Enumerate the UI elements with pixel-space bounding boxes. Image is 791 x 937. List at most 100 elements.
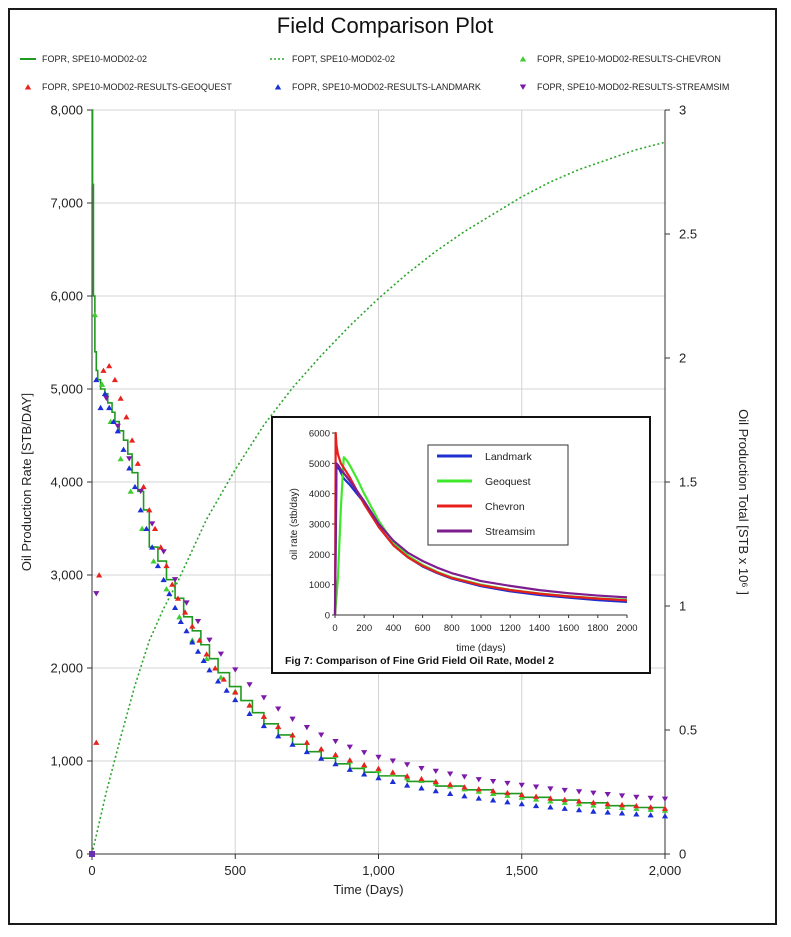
data-point [103,395,110,402]
data-point [518,782,525,788]
inset-y-axis-title: oil rate (stb/day) [289,488,300,560]
data-point [590,808,597,814]
data-point [561,796,568,803]
legend-swatch-marker [519,84,527,90]
data-point [289,716,296,722]
y2-tick-label: 1.5 [679,475,697,490]
legend-swatch-marker [274,84,282,90]
data-point [93,591,100,597]
data-point [169,581,176,587]
y2-tick-label: 2 [679,351,686,366]
data-point [117,455,124,462]
data-point [404,782,411,788]
inset-x-tick-label: 800 [444,623,460,634]
data-point [633,811,640,817]
data-point [575,798,583,804]
data-point [447,790,454,797]
data-point [432,787,439,794]
data-point [140,483,147,490]
data-point [604,803,611,810]
data-point [123,414,130,420]
data-point [212,665,219,671]
data-point [475,795,482,801]
y-tick-label: 3,000 [50,568,83,583]
data-point [200,657,207,664]
data-point [618,804,626,810]
data-point [260,722,267,729]
data-point [604,792,611,798]
chart-legend: FOPR, SPE10-MOD02-02 FOPT, SPE10-MOD02-02… [20,54,729,92]
legend-label: FOPR, SPE10-MOD02-RESULTS-GEOQUEST [42,82,232,92]
data-point [490,787,497,794]
data-point [91,311,98,318]
data-point [618,793,626,799]
data-point [275,706,282,712]
inset-x-tick-label: 2000 [616,623,637,634]
data-point [590,802,597,808]
y2-tick-label: 1 [679,599,686,614]
data-point [171,604,179,611]
data-point [194,648,202,654]
data-point [604,809,611,815]
data-point [106,404,113,411]
data-point [461,784,468,790]
y-tick-label: 4,000 [50,475,83,490]
data-point [532,802,540,809]
data-point [163,562,170,569]
inset-legend-label: Streamsim [485,526,535,538]
data-point [220,676,227,682]
inset-chart: 0 200 400 600 800 1000 1200 1400 1600 1800 2000 0 10… [271,416,651,674]
inset-legend-item: Geoquest [437,476,531,488]
data-point [289,741,296,747]
data-point [110,418,117,425]
data-point [154,562,161,569]
data-point [389,769,396,775]
data-point [504,789,511,796]
data-point [361,761,368,768]
inset-x-tick-label: 0 [332,623,337,634]
inset-x-tick-label: 1000 [470,623,491,634]
data-point [504,792,511,798]
y-tick-label: 1,000 [50,754,83,769]
data-point [117,395,124,401]
data-point [661,813,669,819]
inset-y-tick-label: 0 [325,611,330,622]
data-point [561,799,568,805]
legend-item: FOPT, SPE10-MOD02-02 [270,54,395,64]
data-point [149,521,156,527]
series-fopt-spe10-mod02-02 [91,141,666,855]
y-axis-title: Oil Production Rate [STB/DAY] [19,393,34,571]
data-point [575,807,583,813]
data-point [183,600,190,606]
data-point [206,667,213,673]
data-point [346,766,353,772]
data-point [518,791,525,797]
y2-axis-title: Oil Production Total [STB x 10⁶ ] [736,409,751,595]
data-point [214,678,222,684]
data-point [318,755,325,761]
legend-item: FOPR, SPE10-MOD02-RESULTS-LANDMARK [274,82,481,92]
inset-legend-item: Landmark [437,451,532,463]
data-point [361,750,368,756]
data-point [518,800,525,807]
data-point [157,544,164,550]
y2-tick-label: 2.5 [679,227,697,242]
data-point [346,744,353,750]
series-fopr-spe10-mod02-results-landmark [93,376,669,819]
data-point [561,787,568,794]
data-point [332,761,339,767]
data-point [432,768,439,775]
data-point [461,793,468,799]
data-point [189,623,196,629]
data-point [432,778,439,784]
data-point [129,437,136,443]
data-point [114,423,121,429]
data-point [260,695,267,701]
data-point [106,362,113,369]
data-point [346,757,353,763]
data-point [661,796,669,802]
data-point [203,651,210,657]
inset-series-streamsim [333,462,628,616]
legend-swatch-marker [24,84,32,90]
data-point [101,390,108,397]
